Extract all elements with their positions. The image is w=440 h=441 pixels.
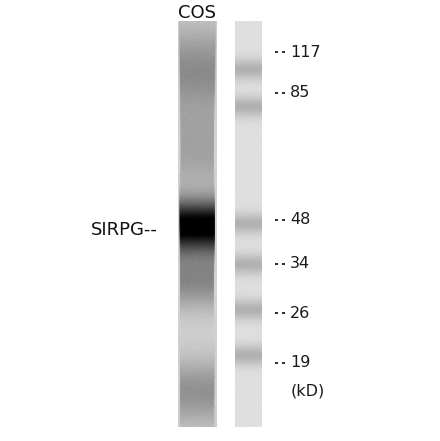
Text: 19: 19	[290, 355, 311, 370]
Text: 26: 26	[290, 306, 311, 321]
Text: COS: COS	[178, 4, 216, 22]
Text: (kD): (kD)	[290, 383, 324, 398]
Text: 85: 85	[290, 85, 311, 100]
Text: 117: 117	[290, 45, 321, 60]
Text: 48: 48	[290, 212, 311, 227]
Text: SIRPG--: SIRPG--	[91, 221, 158, 239]
Text: 34: 34	[290, 256, 310, 271]
